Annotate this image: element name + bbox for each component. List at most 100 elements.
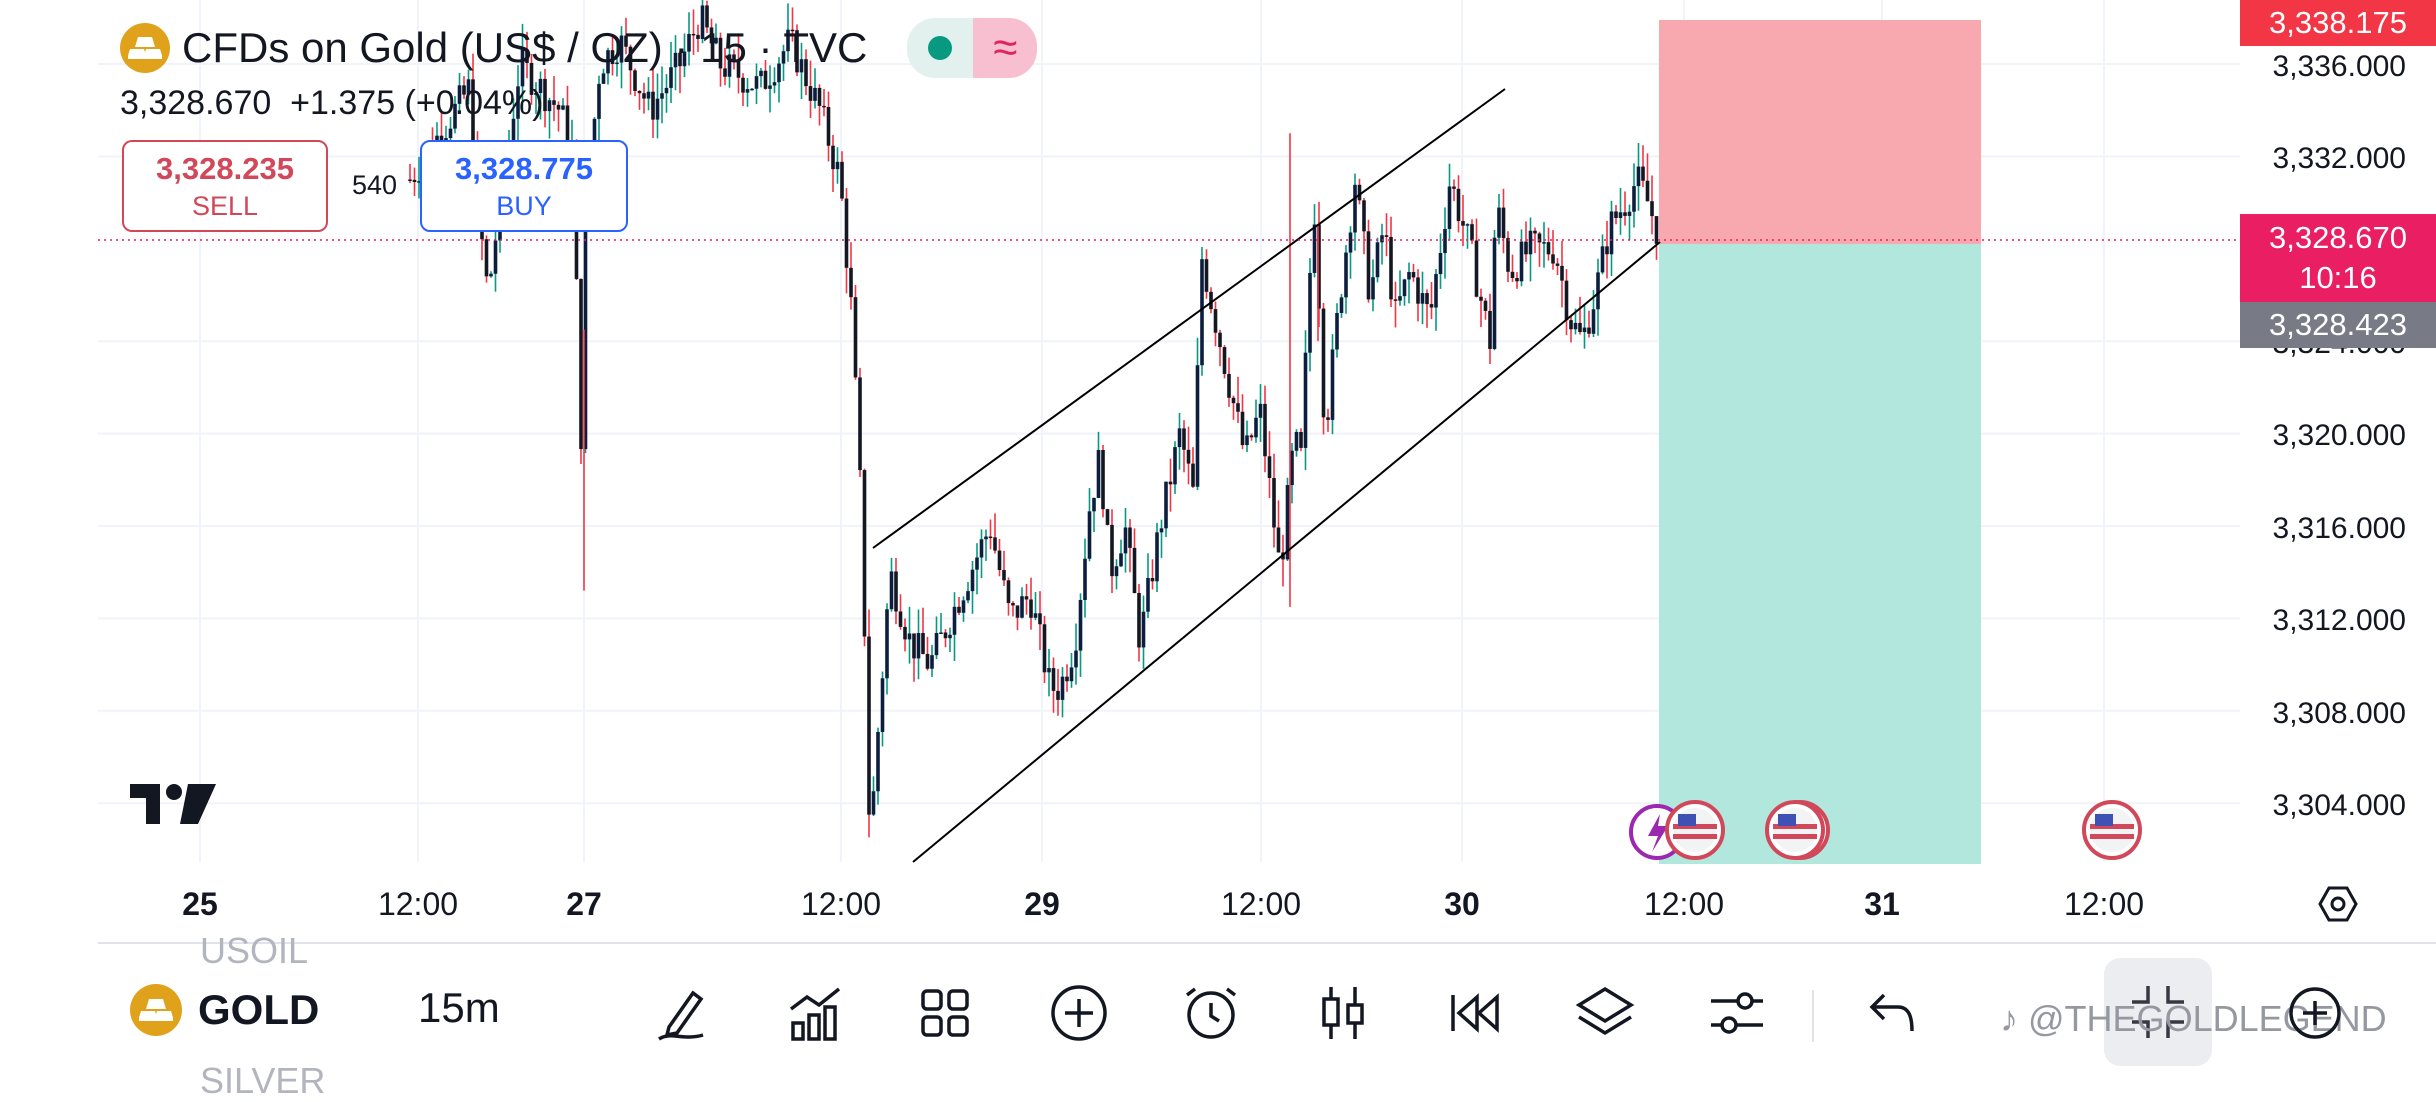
candle-body: [1213, 309, 1218, 333]
wave-icon[interactable]: ≈: [973, 18, 1038, 78]
settings-sliders-icon[interactable]: [1702, 978, 1772, 1048]
candle-body: [1506, 238, 1510, 272]
tradingview-logo[interactable]: [130, 782, 216, 831]
candle-body: [862, 470, 867, 637]
time-axis-label: 27: [566, 886, 602, 922]
buy-button[interactable]: 3,328.775 BUY: [420, 140, 628, 232]
add-plus-icon[interactable]: [1044, 978, 1114, 1048]
symbol-list-next[interactable]: SILVER: [200, 1060, 326, 1101]
candle-body: [1573, 322, 1578, 330]
toolbar-divider: [98, 942, 2436, 944]
fullscreen-exit-icon[interactable]: [2104, 958, 2212, 1066]
candle-body: [1258, 403, 1263, 418]
candle-body: [1159, 528, 1164, 533]
candle-body: [1317, 224, 1321, 309]
candle-body: [1614, 211, 1618, 218]
gold-bars-icon: [120, 23, 170, 73]
candle-body: [1164, 481, 1168, 529]
candle-body: [1497, 207, 1501, 238]
candle-body: [871, 791, 876, 815]
candle-body: [1623, 212, 1627, 216]
symbol-name: GOLD: [198, 986, 320, 1033]
time-axis-label: 12:00: [800, 886, 882, 922]
candle-body: [880, 678, 885, 732]
candle-body: [718, 37, 723, 69]
candle-body: [1065, 676, 1069, 682]
candle-body: [534, 93, 538, 95]
draw-pen-icon[interactable]: [648, 978, 718, 1048]
candle-body: [1515, 278, 1519, 282]
last-price: 3,328.670: [120, 84, 272, 122]
candle-body: [1578, 322, 1582, 333]
candle-body: [1038, 613, 1042, 625]
candle-body: [1011, 603, 1015, 606]
candle-body: [606, 50, 610, 74]
candle-body: [1416, 277, 1420, 304]
candle-body: [948, 634, 952, 639]
channel-lower-line: [912, 241, 1661, 863]
candle-body: [1519, 241, 1524, 282]
add-alert-icon[interactable]: [2280, 978, 2350, 1048]
replay-rewind-icon[interactable]: [1438, 978, 1508, 1048]
candle-body: [781, 51, 786, 64]
candle-body: [1168, 481, 1173, 485]
symbol-title[interactable]: CFDs on Gold (US$ / OZ) · 15 · TVC: [182, 24, 868, 71]
symbol-selector[interactable]: GOLD: [130, 984, 319, 1036]
candle-body: [1267, 456, 1272, 479]
candle-body: [610, 50, 615, 65]
candle-body: [1299, 431, 1303, 448]
price-chart[interactable]: [0, 0, 2436, 942]
candle-body: [543, 78, 547, 112]
undo-icon[interactable]: [1858, 978, 1928, 1048]
candle-body: [408, 179, 412, 181]
candle-body: [1470, 224, 1474, 241]
candle-body: [1528, 230, 1533, 255]
candle-body: [1641, 166, 1645, 181]
candle-body: [1245, 435, 1249, 446]
candle-body: [754, 76, 759, 89]
indicators-icon[interactable]: [780, 978, 850, 1048]
candle-body: [921, 633, 925, 654]
us-flag-icon: [2082, 800, 2142, 860]
alarm-clock-icon[interactable]: [1176, 978, 1246, 1048]
candle-body: [1609, 211, 1614, 255]
candle-body: [1231, 397, 1236, 404]
candle-body: [1605, 246, 1609, 255]
chart-settings-icon[interactable]: [2318, 884, 2358, 929]
candle-body: [664, 87, 669, 94]
time-axis-label: 31: [1864, 886, 1900, 922]
candle-body: [489, 273, 493, 277]
candle-body: [1222, 347, 1227, 374]
candle-body: [813, 87, 817, 101]
candle-body: [817, 87, 822, 106]
candles-chart-icon[interactable]: [1308, 978, 1378, 1048]
price-summary: 3,328.670 +1.375 (+0.04%): [120, 84, 543, 123]
chart-header: CFDs on Gold (US$ / OZ) · 15 · TVC ≈: [120, 18, 1038, 78]
candle-body: [660, 93, 664, 99]
candle-body: [1555, 263, 1560, 266]
layers-icon[interactable]: [1570, 978, 1640, 1048]
candle-body: [858, 377, 862, 471]
layout-grid-icon[interactable]: [910, 978, 980, 1048]
candle-body: [1101, 450, 1105, 510]
sell-button[interactable]: 3,328.235 SELL: [122, 140, 328, 232]
symbol-list-prev[interactable]: USOIL: [200, 930, 309, 971]
candle-body: [736, 59, 741, 78]
candle-body: [1254, 417, 1258, 438]
candle-body: [619, 35, 624, 63]
market-open-indicator[interactable]: [907, 18, 974, 78]
candle-body: [696, 34, 700, 39]
candle-body: [1006, 580, 1011, 604]
candle-body: [1596, 272, 1600, 310]
candle-body: [1114, 566, 1119, 577]
candle-body: [1335, 312, 1339, 350]
interval-selector[interactable]: 15m: [418, 984, 500, 1031]
candle-body: [853, 297, 858, 378]
candle-body: [1443, 228, 1447, 254]
candle-body: [1002, 570, 1006, 581]
candle-body: [1645, 180, 1650, 202]
candle-body: [1402, 279, 1407, 297]
candle-body: [975, 557, 979, 570]
candle-body: [646, 91, 651, 99]
market-status-badges[interactable]: ≈: [907, 18, 1038, 78]
